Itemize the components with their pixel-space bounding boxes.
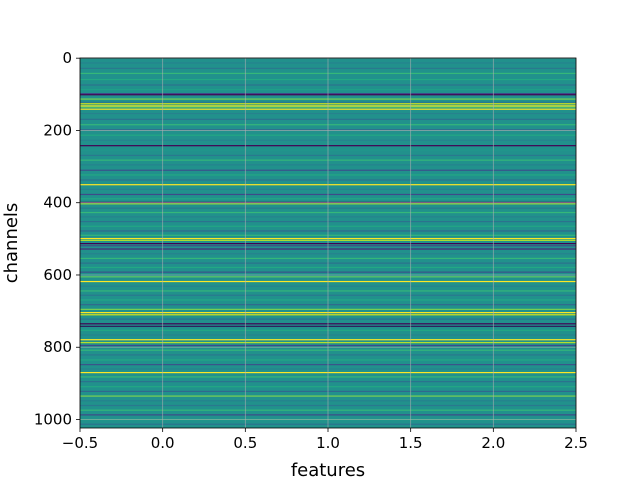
x-axis-label: features <box>291 460 365 480</box>
x-tick-label-5: 2.0 <box>481 434 505 452</box>
y-tick-label-4: 800 <box>43 338 72 356</box>
y-tick-label-2: 400 <box>43 194 72 212</box>
x-axis: −0.5 0.0 0.5 1.0 1.5 2.0 2.5 <box>62 428 588 452</box>
x-tick-label-2: 0.5 <box>233 434 257 452</box>
x-tick-label-0: −0.5 <box>62 434 98 452</box>
plot-area <box>79 57 577 429</box>
y-tick-label-0: 0 <box>62 49 72 67</box>
y-axis: 0 200 400 600 800 1000 <box>34 49 80 429</box>
x-tick-label-1: 0.0 <box>151 434 175 452</box>
x-tick-label-4: 1.5 <box>399 434 423 452</box>
y-tick-label-1: 200 <box>43 121 72 139</box>
y-axis-label: channels <box>1 203 22 284</box>
x-tick-label-3: 1.0 <box>316 434 340 452</box>
y-tick-label-5: 1000 <box>34 411 72 429</box>
y-tick-label-3: 600 <box>43 266 72 284</box>
x-tick-label-6: 2.5 <box>564 434 588 452</box>
